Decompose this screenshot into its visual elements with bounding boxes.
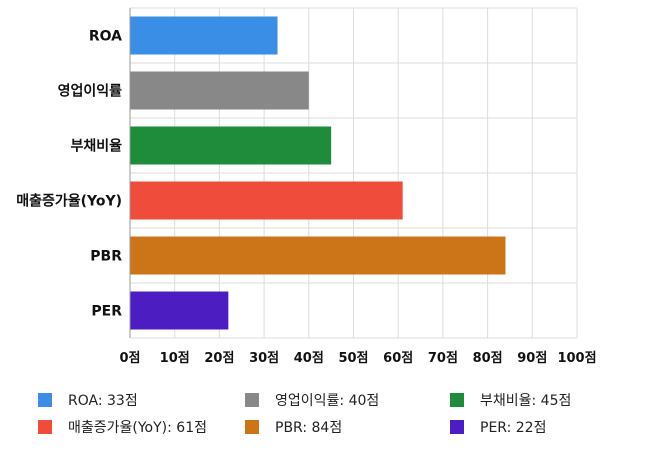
bar-2	[130, 71, 309, 110]
legend-swatch	[450, 420, 464, 434]
x-tick-label: 20점	[204, 351, 234, 366]
bar-4	[130, 181, 403, 220]
legend-item: 매출증가율(YoY): 61점	[38, 417, 207, 437]
x-tick-label: 90점	[517, 351, 547, 366]
legend-swatch	[245, 393, 259, 407]
x-tick-label: 80점	[473, 351, 503, 366]
legend-label: 매출증가율(YoY): 61점	[68, 420, 207, 436]
x-tick-label: 30점	[249, 351, 279, 366]
x-tick-label: 70점	[428, 351, 458, 366]
legend-item: 부채비율: 45점	[450, 390, 571, 410]
legend-label: PBR: 84점	[275, 420, 343, 436]
y-tick-label: ROA	[89, 29, 122, 45]
bar-1	[130, 16, 278, 55]
legend-label: 영업이익률: 40점	[275, 393, 380, 409]
legend-label: 부채비율: 45점	[480, 393, 572, 409]
x-tick-label: 100점	[557, 351, 596, 366]
legend-item: ROA: 33점	[38, 390, 138, 410]
legend-swatch	[38, 393, 52, 407]
x-tick-label: 0점	[119, 351, 140, 366]
bar-3	[130, 126, 332, 165]
legend-label: PER: 22점	[480, 420, 547, 436]
x-tick-label: 10점	[160, 351, 190, 366]
x-tick-label: 50점	[338, 351, 368, 366]
y-tick-label: PBR	[90, 249, 122, 265]
x-tick-label: 40점	[294, 351, 324, 366]
y-tick-label: 매출증가율(YoY)	[16, 193, 122, 210]
legend-label: ROA: 33점	[68, 393, 138, 409]
bar-6	[130, 291, 229, 330]
x-tick-label: 60점	[383, 351, 413, 366]
y-tick-label: 부채비율	[70, 138, 122, 155]
legend-swatch	[245, 420, 259, 434]
y-tick-label: 영업이익률	[58, 83, 123, 100]
bar-5	[130, 236, 506, 275]
legend-item: PBR: 84점	[245, 417, 342, 437]
y-tick-label: PER	[91, 304, 122, 320]
legend-item: 영업이익률: 40점	[245, 390, 379, 410]
legend-swatch	[38, 420, 52, 434]
legend-item: PER: 22점	[450, 417, 546, 437]
legend-swatch	[450, 393, 464, 407]
